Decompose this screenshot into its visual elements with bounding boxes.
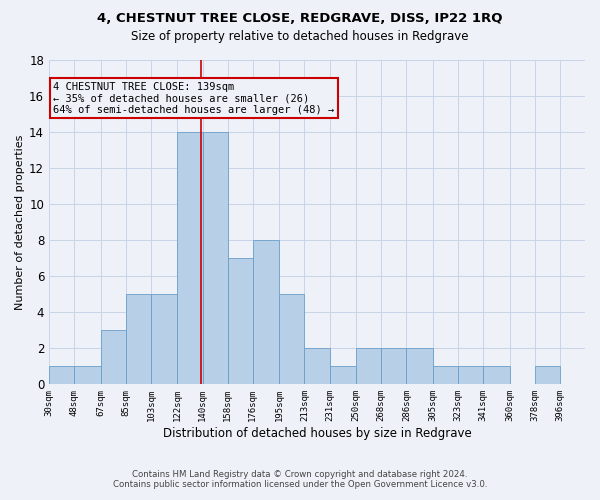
Text: Size of property relative to detached houses in Redgrave: Size of property relative to detached ho… — [131, 30, 469, 43]
Bar — [535, 366, 560, 384]
Bar — [329, 366, 356, 384]
Text: 4, CHESTNUT TREE CLOSE, REDGRAVE, DISS, IP22 1RQ: 4, CHESTNUT TREE CLOSE, REDGRAVE, DISS, … — [97, 12, 503, 26]
Text: 4 CHESTNUT TREE CLOSE: 139sqm
← 35% of detached houses are smaller (26)
64% of s: 4 CHESTNUT TREE CLOSE: 139sqm ← 35% of d… — [53, 82, 334, 115]
Bar — [151, 294, 178, 384]
Bar — [280, 294, 304, 384]
Bar — [74, 366, 101, 384]
Bar — [458, 366, 483, 384]
Text: Contains HM Land Registry data © Crown copyright and database right 2024.
Contai: Contains HM Land Registry data © Crown c… — [113, 470, 487, 489]
Bar — [126, 294, 151, 384]
Bar — [483, 366, 509, 384]
Bar — [406, 348, 433, 384]
Bar — [356, 348, 381, 384]
X-axis label: Distribution of detached houses by size in Redgrave: Distribution of detached houses by size … — [163, 427, 472, 440]
Bar — [433, 366, 458, 384]
Bar — [49, 366, 74, 384]
Bar — [253, 240, 280, 384]
Bar — [203, 132, 227, 384]
Bar — [101, 330, 126, 384]
Bar — [227, 258, 253, 384]
Bar — [178, 132, 203, 384]
Y-axis label: Number of detached properties: Number of detached properties — [15, 134, 25, 310]
Bar — [304, 348, 329, 384]
Bar — [381, 348, 406, 384]
